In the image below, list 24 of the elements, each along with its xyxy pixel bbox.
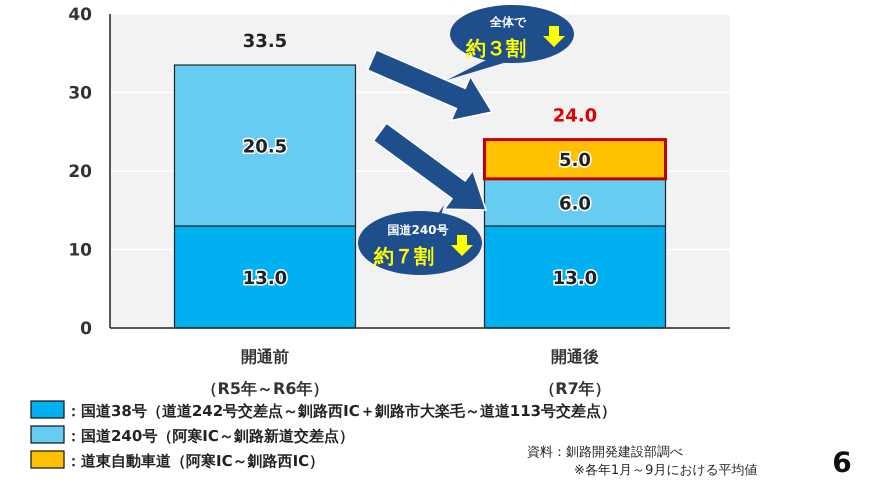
legend-label: ：道東自動車道（阿寒IC～釧路西IC） bbox=[66, 452, 324, 470]
annotation: 約３割 bbox=[465, 36, 526, 60]
annotation: 全体で bbox=[489, 15, 527, 29]
data-label: 5.0 bbox=[559, 150, 591, 172]
annotation: 国道240号 bbox=[387, 223, 449, 237]
data-label: 13.0 bbox=[242, 268, 288, 289]
total-label: 24.0 bbox=[552, 106, 598, 127]
data-label: 6.0 bbox=[559, 193, 591, 214]
y-tick-label: 10 bbox=[68, 240, 92, 260]
legend-label: ：国道240号（阿寒IC～釧路新道交差点） bbox=[66, 427, 354, 445]
text: 資料：釧路開発建設部調べ bbox=[527, 445, 683, 460]
y-tick-label: 0 bbox=[80, 319, 92, 339]
annotation: 約７割 bbox=[373, 244, 434, 268]
y-tick-label: 30 bbox=[68, 84, 92, 104]
y-tick-label: 40 bbox=[68, 5, 92, 25]
data-label: 13.0 bbox=[552, 268, 598, 289]
text: ※各年1月～9月における平均値 bbox=[574, 463, 758, 478]
data-label: 20.5 bbox=[242, 136, 288, 158]
text: 6 bbox=[832, 446, 852, 479]
x-tick-label: 開通後（R7年） bbox=[539, 347, 611, 398]
total-label: 33.5 bbox=[242, 31, 288, 52]
y-tick-label: 20 bbox=[68, 162, 92, 182]
legend-label: ：国道38号（道道242号交差点～釧路西IC＋釧路市大楽毛～道道113号交差点） bbox=[66, 402, 616, 420]
x-tick-label: 開通前（R5年～R6年） bbox=[202, 347, 328, 398]
